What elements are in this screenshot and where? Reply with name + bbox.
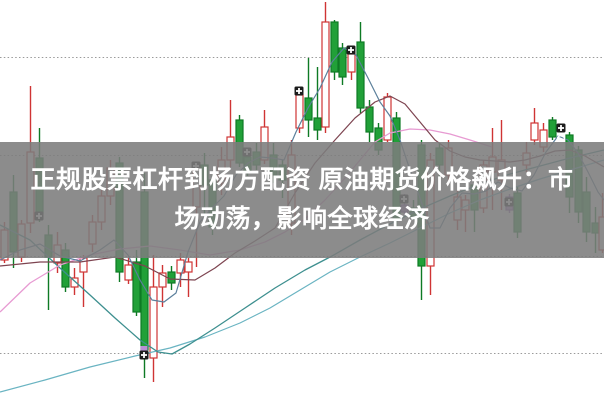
up-candle-body <box>347 53 356 73</box>
down-candle-body <box>338 47 347 78</box>
up-candle-body <box>79 257 88 273</box>
marker-cross-icon <box>350 47 352 53</box>
down-candle-body <box>365 106 374 133</box>
up-candle-body <box>124 264 133 281</box>
down-candle-body <box>313 117 322 131</box>
headline-overlay: 正规股票杠杆到杨方配资 原油期货价格飙升：市 场动荡，影响全球经济 <box>0 142 604 258</box>
purple-doji-dot <box>140 346 148 352</box>
marker-cross-icon <box>560 125 562 131</box>
up-candle-body <box>321 21 330 128</box>
down-candle-body <box>132 261 141 313</box>
up-candle-body <box>70 277 79 288</box>
down-candle-body <box>356 41 365 109</box>
up-candle-body <box>158 272 167 288</box>
up-candle-body <box>149 286 158 359</box>
down-candle-body <box>304 97 313 121</box>
up-candle-body <box>184 261 193 273</box>
headline-line1: 正规股票杠杆到杨方配资 原油期货价格飙升：市 <box>30 166 574 194</box>
up-candle-body <box>295 94 304 129</box>
down-candle-body <box>167 271 176 284</box>
marker-cross-icon <box>298 88 300 94</box>
marker-cross-icon <box>143 352 145 358</box>
headline-line2: 场动荡，影响全球经济 <box>174 205 430 233</box>
down-candle-body <box>330 21 339 73</box>
down-candle-body <box>548 119 557 138</box>
up-candle-body <box>530 122 539 141</box>
